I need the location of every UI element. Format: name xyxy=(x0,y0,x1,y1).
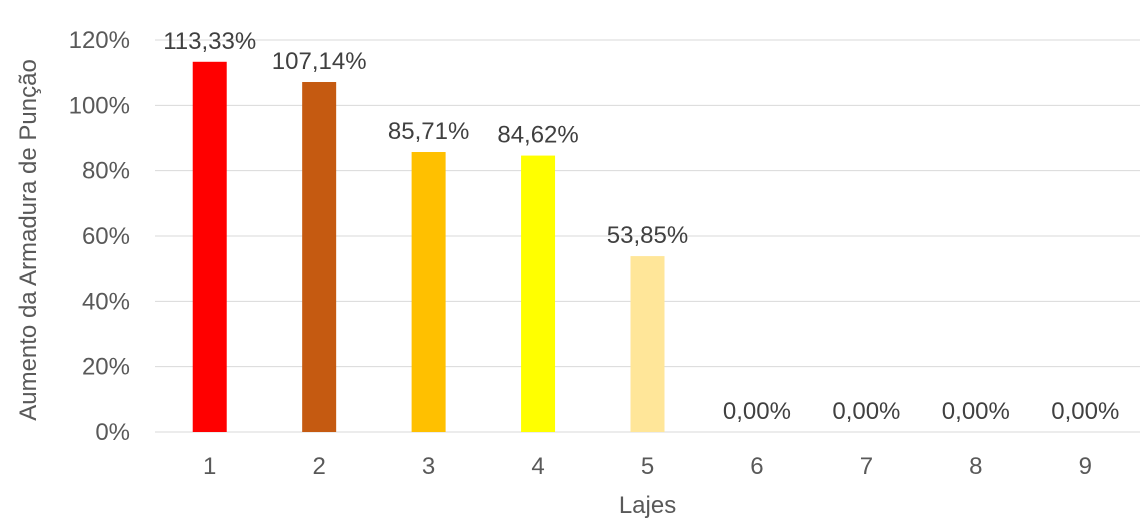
bars xyxy=(192,61,665,433)
data-label: 53,85% xyxy=(607,222,688,249)
data-label: 85,71% xyxy=(388,118,469,145)
y-tick-label: 120% xyxy=(69,27,130,54)
data-label: 0,00% xyxy=(942,398,1010,425)
bar-laje-2 xyxy=(302,82,337,432)
y-tick-label: 40% xyxy=(82,288,130,315)
x-tick-label: 1 xyxy=(203,453,216,480)
y-tick-label: 80% xyxy=(82,158,130,185)
y-tick-label: 100% xyxy=(69,92,130,119)
bar-laje-1 xyxy=(192,61,227,432)
bar-laje-4 xyxy=(521,155,556,433)
data-label: 0,00% xyxy=(832,398,900,425)
bar-laje-5 xyxy=(630,256,665,432)
x-tick-label: 7 xyxy=(860,453,873,480)
data-label: 113,33% xyxy=(163,28,256,55)
x-axis-ticks: 1 2 3 4 5 6 7 8 9 xyxy=(203,453,1092,480)
data-label: 0,00% xyxy=(723,398,791,425)
data-label: 84,62% xyxy=(497,122,578,149)
x-tick-label: 8 xyxy=(969,453,982,480)
x-tick-label: 9 xyxy=(1079,453,1092,480)
y-tick-label: 60% xyxy=(82,223,130,250)
x-tick-label: 3 xyxy=(422,453,435,480)
x-tick-label: 4 xyxy=(531,453,544,480)
data-label: 0,00% xyxy=(1051,398,1119,425)
bar-laje-3 xyxy=(411,152,446,432)
y-axis-title: Aumento da Armadura de Punção xyxy=(15,59,42,421)
x-tick-label: 5 xyxy=(641,453,654,480)
y-tick-label: 0% xyxy=(95,419,130,446)
x-axis-title: Lajes xyxy=(619,492,676,519)
data-label: 107,14% xyxy=(272,48,367,75)
y-axis-ticks: 0% 20% 40% 60% 80% 100% 120% xyxy=(69,27,130,446)
x-tick-label: 2 xyxy=(312,453,325,480)
data-labels: 113,33% 107,14% 85,71% 84,62% 53,85% 0,00% 0,0… xyxy=(163,28,1119,425)
x-tick-label: 6 xyxy=(750,453,763,480)
y-tick-label: 20% xyxy=(82,354,130,381)
